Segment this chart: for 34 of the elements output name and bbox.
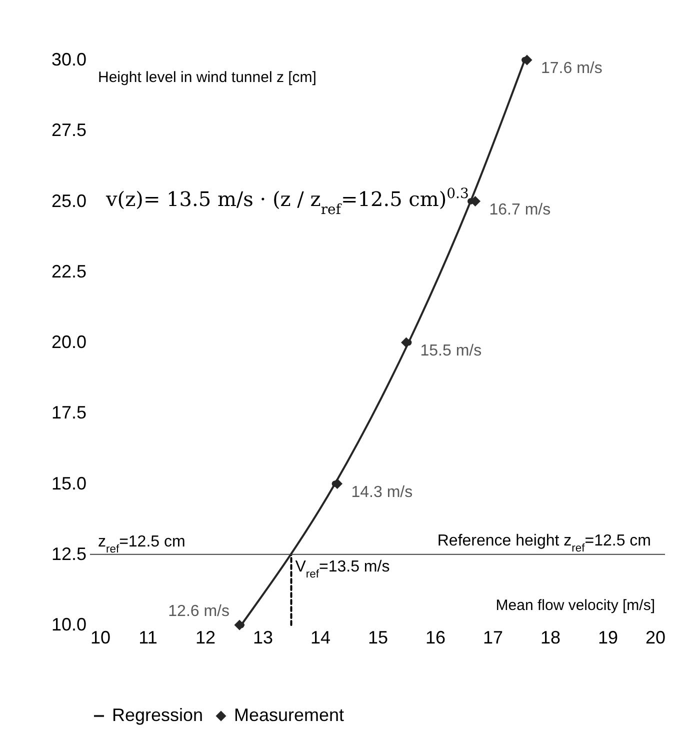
y-tick-label: 25.0: [51, 190, 86, 211]
annotation: v(z)= 13.5 m/s · (z / z$_{ref}$=12.5 cm)$^{0.3}$: [105, 186, 469, 218]
y-tick-label: 30.0: [51, 50, 86, 70]
annotation: V$_{ref}$=13.5 m/s: [295, 558, 390, 580]
x-tick-label: 11: [138, 628, 158, 648]
annotation: 12.6 m/s: [168, 603, 230, 620]
x-tick-label: 16: [425, 628, 446, 648]
legend-label: Measurement: [234, 705, 344, 725]
y-tick-label: 20.0: [51, 332, 86, 352]
annotation: 14.3 m/s: [351, 484, 413, 501]
annotation: 17.6 m/s: [541, 60, 602, 77]
x-tick-label: 14: [310, 628, 331, 648]
x-tick-label: 10: [90, 628, 111, 648]
y-tick-label: 22.5: [51, 261, 86, 282]
point: [234, 620, 245, 630]
ref-line-label: Reference height z$_{ref}$=12.5 cm: [437, 532, 651, 554]
y-tick-label: 17.5: [51, 402, 86, 423]
y-tick-label: 27.5: [51, 120, 86, 140]
legend-label: Regression: [112, 705, 204, 725]
annotation: 15.5 m/s: [420, 342, 482, 360]
y-tick-label: 10.0: [51, 614, 86, 634]
annotation: 16.7 m/s: [489, 201, 551, 218]
x-tick-label: 20: [645, 628, 666, 648]
x-axis-title: Mean flow velocity [m/s]: [496, 597, 655, 614]
x-tick-label: 19: [598, 628, 618, 648]
annotation: z$_{ref}$=12.5 cm: [98, 533, 186, 556]
y-tick-label: 12.5: [51, 544, 86, 564]
x-tick-label: 12: [195, 628, 216, 648]
x-tick-label: 13: [252, 628, 274, 648]
y-tick-label: 15.0: [51, 473, 86, 494]
x-tick-label: 15: [368, 628, 388, 648]
x-tick-label: 18: [540, 628, 561, 648]
x-tick-label: 17: [482, 628, 504, 648]
y-axis-title: Height level in wind tunnel z [cm]: [98, 69, 316, 86]
